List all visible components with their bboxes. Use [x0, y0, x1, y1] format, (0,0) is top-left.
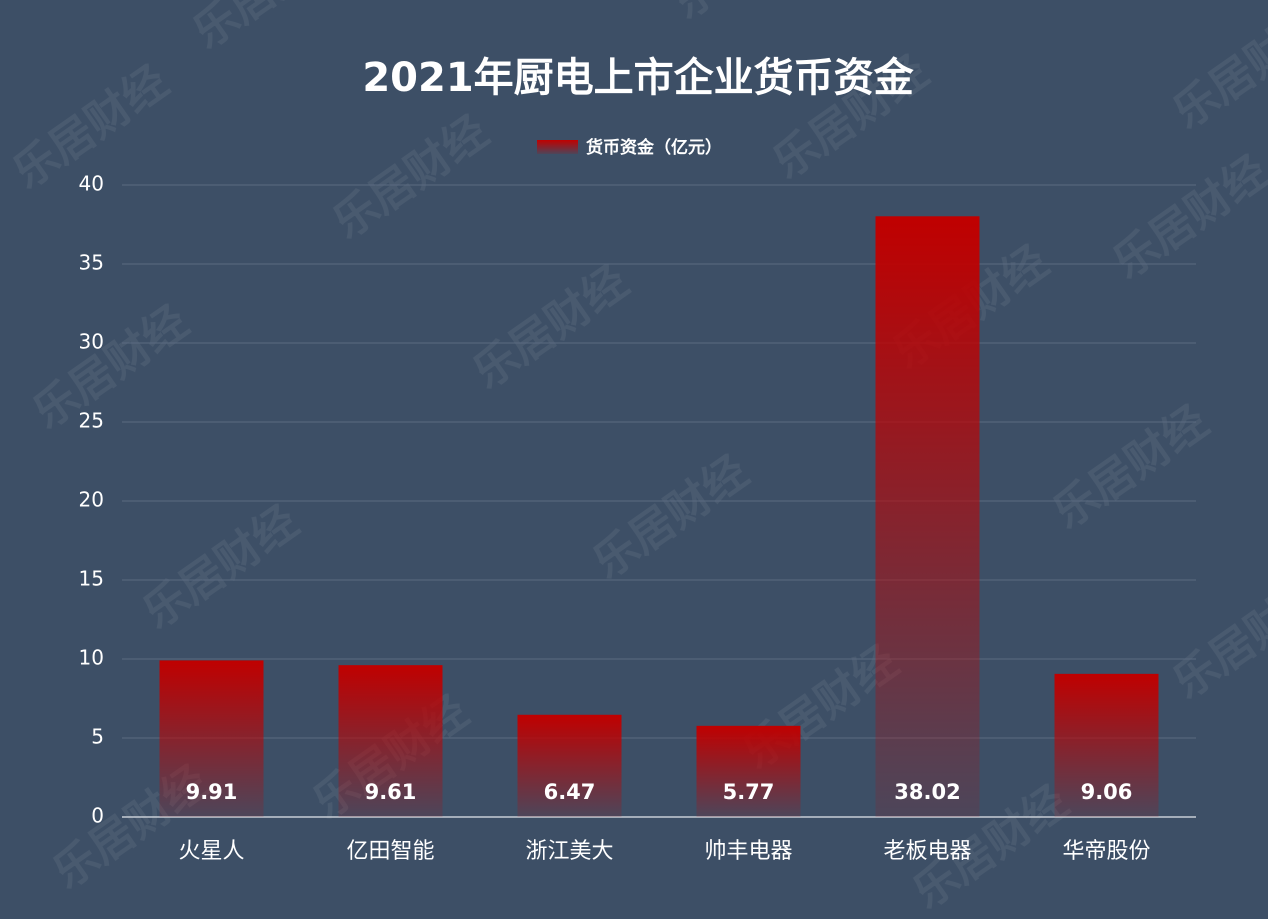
bar [159, 660, 264, 817]
y-tick-label: 30 [79, 330, 104, 354]
y-tick-label: 5 [91, 725, 104, 749]
x-tick-label: 华帝股份 [1062, 839, 1150, 864]
value-label: 5.77 [723, 780, 775, 804]
bar [696, 725, 801, 817]
value-label: 6.47 [544, 780, 596, 804]
chart-title: 2021年厨电上市企业货币资金 [362, 55, 914, 101]
value-label: 9.06 [1081, 780, 1133, 804]
value-label: 38.02 [894, 780, 960, 804]
legend-swatch [537, 140, 578, 154]
value-label: 9.91 [186, 780, 238, 804]
legend-label: 货币资金（亿元） [586, 137, 722, 158]
y-tick-label: 25 [79, 409, 104, 433]
bar [338, 665, 443, 817]
x-tick-label: 浙江美大 [525, 839, 613, 864]
y-tick-label: 40 [79, 172, 104, 196]
y-tick-label: 20 [79, 488, 104, 512]
value-label: 9.61 [365, 780, 417, 804]
x-tick-label: 火星人 [178, 839, 244, 864]
x-tick-label: 亿田智能 [346, 839, 434, 864]
y-tick-label: 0 [91, 804, 104, 828]
y-tick-label: 35 [79, 251, 104, 275]
x-tick-label: 帅丰电器 [704, 839, 792, 864]
bar [875, 216, 980, 817]
y-tick-label: 10 [79, 646, 104, 670]
x-tick-label: 老板电器 [883, 839, 971, 864]
bar [517, 714, 622, 817]
bar [1054, 673, 1159, 817]
y-tick-label: 15 [79, 567, 104, 591]
